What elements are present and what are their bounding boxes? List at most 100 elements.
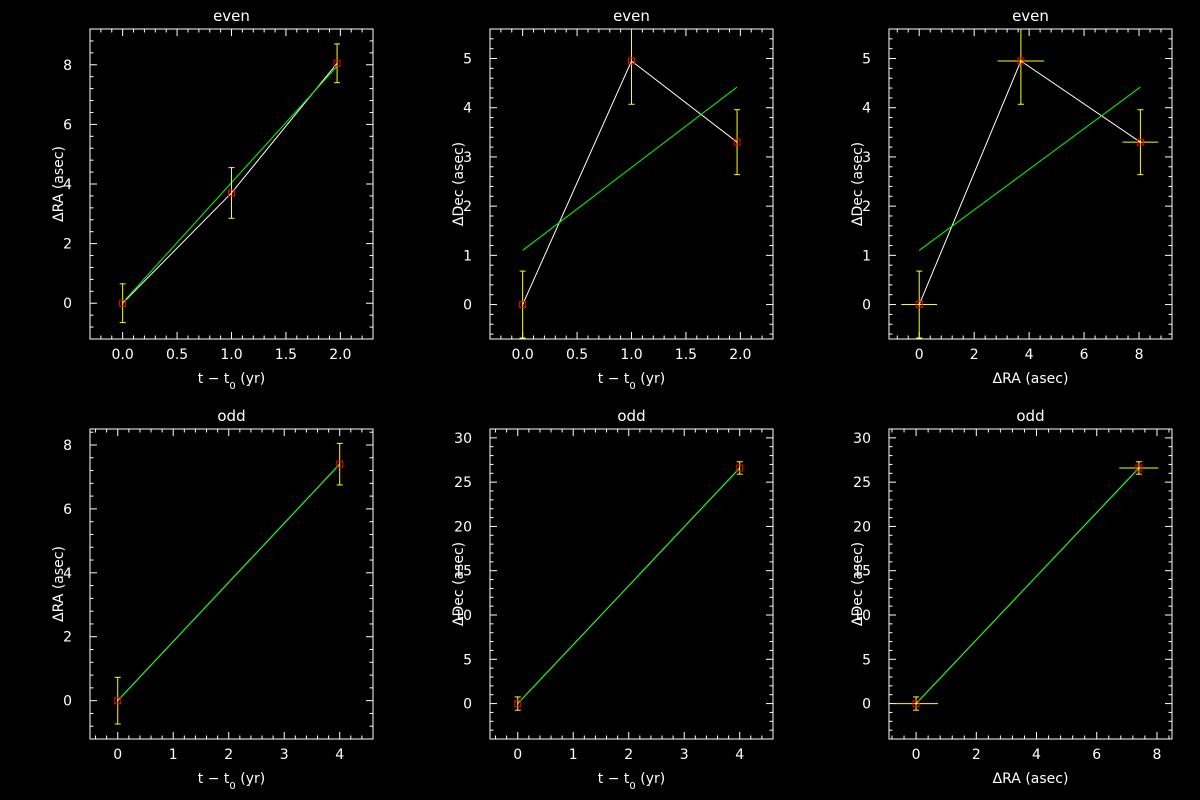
- y-tick-label: 8: [63, 58, 72, 74]
- chart-title: odd: [217, 407, 245, 425]
- x-axis-label: ΔRA (asec): [993, 771, 1069, 787]
- fit-line: [915, 467, 1140, 704]
- y-tick-label: 6: [63, 502, 72, 518]
- data-layer: [901, 29, 1159, 339]
- y-tick-label: 4: [63, 566, 72, 582]
- data-line: [522, 60, 738, 305]
- panel-5: 0 1 2 3 4 0 5 10 15 20 25 30 odd t − t0 (yr) ΔDec (ase…: [451, 407, 774, 792]
- y-tick-label: 20: [454, 519, 472, 535]
- x-tick-label: 1: [569, 747, 578, 763]
- y-tick-label: 20: [853, 519, 871, 535]
- x-tick-label: 3: [280, 747, 289, 763]
- y-axis-label: ΔDec (asec): [451, 142, 467, 226]
- x-axis-label: ΔRA (asec): [993, 371, 1069, 387]
- chart-title: even: [613, 7, 650, 25]
- y-tick-label: 2: [63, 630, 72, 646]
- data-point-marker: [519, 301, 527, 309]
- x-tick-label: 1.0: [620, 347, 642, 363]
- data-layer: [114, 442, 344, 725]
- x-tick-label: 1.0: [220, 347, 242, 363]
- x-tick-label: 0: [912, 747, 921, 763]
- plot-frame: [888, 28, 1173, 340]
- y-tick-label: 0: [463, 298, 472, 314]
- y-tick-label: 10: [454, 608, 472, 624]
- plot-frame: [888, 428, 1173, 740]
- data-point-marker: [514, 700, 522, 708]
- data-layer: [119, 43, 341, 324]
- y-tick-label: 25: [454, 475, 472, 491]
- y-tick-label: 10: [853, 608, 871, 624]
- y-tick-label: 5: [862, 52, 871, 68]
- data-layer: [519, 29, 741, 339]
- fit-line: [918, 86, 1141, 251]
- x-tick-label: 0.0: [112, 347, 134, 363]
- data-point-marker: [912, 700, 920, 708]
- data-point-marker: [628, 57, 635, 65]
- data-point-marker: [733, 138, 741, 146]
- data-point-marker: [228, 189, 235, 197]
- y-tick-label: 2: [63, 237, 72, 253]
- panel-1: 0.0 0.5 1.0 1.5 2.0 0 2 4 6 8 even t − t0 (yr) ΔRA (…: [51, 7, 374, 392]
- y-tick-label: 0: [63, 694, 72, 710]
- x-tick-label: 0: [113, 747, 122, 763]
- y-tick-label: 2: [862, 199, 871, 215]
- fit-line: [117, 463, 341, 701]
- y-tick-label: 0: [463, 697, 472, 713]
- y-tick-label: 5: [862, 652, 871, 668]
- x-tick-label: 8: [1135, 347, 1144, 363]
- x-tick-label: 6: [1092, 747, 1101, 763]
- x-tick-label: 0.5: [166, 347, 188, 363]
- y-tick-label: 8: [63, 438, 72, 454]
- y-tick-label: 15: [454, 564, 472, 580]
- x-tick-label: 2: [624, 747, 633, 763]
- data-layer: [514, 461, 744, 711]
- panel-4: 0 1 2 3 4 0 2 4 6 8 odd t − t0 (yr) ΔRA (asec): [51, 407, 374, 792]
- y-tick-label: 4: [463, 101, 472, 117]
- plot-frame: [89, 428, 374, 740]
- panel-2: 0.0 0.5 1.0 1.5 2.0 0 1 2 3 4 5 even t − t0 (yr) ΔDec…: [451, 7, 774, 392]
- data-point-marker: [119, 299, 127, 307]
- y-tick-label: 2: [463, 199, 472, 215]
- data-point-marker: [1136, 138, 1144, 146]
- data-point-marker: [336, 460, 344, 468]
- data-point-marker: [1135, 464, 1143, 472]
- y-axis-label: ΔRA (asec): [51, 546, 67, 622]
- x-axis-label: t − t0 (yr): [598, 371, 665, 392]
- y-axis-label: ΔDec (asec): [850, 142, 866, 226]
- y-tick-label: 1: [463, 248, 472, 264]
- y-tick-label: 15: [853, 564, 871, 580]
- x-axis-label: t − t0 (yr): [598, 771, 665, 792]
- x-tick-label: 6: [1080, 347, 1089, 363]
- x-axis-label: t − t0 (yr): [198, 371, 265, 392]
- y-tick-label: 6: [63, 117, 72, 133]
- data-point-marker: [114, 697, 122, 705]
- plot-frame: [489, 428, 774, 740]
- x-tick-label: 0: [513, 747, 522, 763]
- x-tick-label: 0.0: [512, 347, 534, 363]
- y-tick-label: 30: [454, 431, 472, 447]
- panel-3: 0 2 4 6 8 0 1 2 3 4 5 even ΔRA (asec) ΔDec (asec): [850, 7, 1173, 387]
- x-tick-label: 3: [680, 747, 689, 763]
- x-tick-label: 0.5: [566, 347, 588, 363]
- data-line: [918, 60, 1141, 305]
- y-axis-label: ΔDec (asec): [451, 542, 467, 626]
- chart-title: even: [1012, 7, 1049, 25]
- y-tick-label: 4: [63, 177, 72, 193]
- x-tick-label: 1.5: [675, 347, 697, 363]
- data-point-marker: [333, 59, 341, 67]
- x-tick-label: 8: [1152, 747, 1161, 763]
- y-tick-label: 4: [862, 101, 871, 117]
- x-tick-label: 4: [335, 747, 344, 763]
- y-tick-label: 30: [853, 431, 871, 447]
- x-tick-label: 1: [169, 747, 178, 763]
- y-tick-label: 5: [463, 652, 472, 668]
- x-tick-label: 2.0: [729, 347, 751, 363]
- fit-line: [522, 86, 738, 251]
- x-axis-label: t − t0 (yr): [198, 771, 265, 792]
- chart-title: odd: [1016, 407, 1044, 425]
- chart-title: even: [213, 7, 250, 25]
- y-tick-label: 0: [862, 697, 871, 713]
- x-tick-label: 2: [970, 347, 979, 363]
- panel-6: 0 2 4 6 8 0 5 10 15 20 25 30 odd ΔRA (asec) ΔDec (asec…: [850, 407, 1173, 787]
- data-point-marker: [736, 464, 744, 472]
